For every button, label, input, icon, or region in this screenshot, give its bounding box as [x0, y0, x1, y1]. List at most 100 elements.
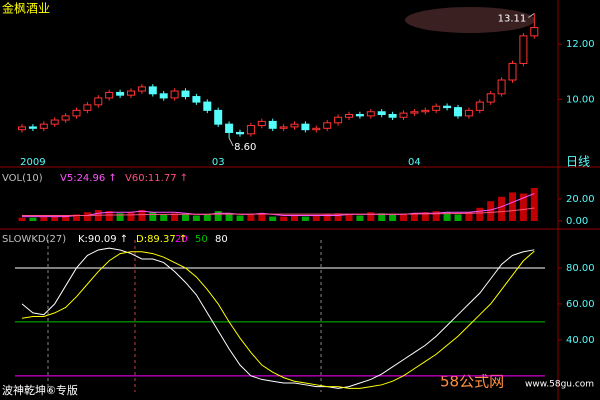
volume-bar	[345, 214, 353, 221]
candle-body	[497, 79, 506, 95]
series-line	[21, 250, 535, 389]
volume-bar	[421, 212, 429, 221]
legend-entry: V60:11.77 ↑	[125, 173, 188, 184]
candle-body	[443, 105, 452, 109]
volume-bar	[443, 212, 451, 221]
volume-bar	[432, 211, 440, 221]
volume-bar	[498, 196, 506, 221]
candle-body	[225, 123, 234, 133]
y-tick-label: 60.00	[566, 299, 595, 310]
period-label: 日线	[566, 155, 590, 169]
volume-bar	[247, 214, 255, 221]
volume-bar	[73, 214, 80, 221]
volume-bar	[530, 188, 538, 221]
candle-body	[334, 116, 343, 124]
volume-bar	[51, 216, 59, 221]
candle-body	[116, 91, 125, 96]
candle-body	[323, 122, 332, 129]
volume-bar	[62, 215, 70, 221]
volume-bar	[171, 213, 179, 221]
reference-label: 50	[195, 234, 208, 245]
volume-bar	[454, 214, 462, 221]
volume-bar	[312, 215, 320, 221]
volume-bar	[138, 210, 146, 221]
candle-body	[170, 90, 179, 99]
candle-body	[148, 86, 157, 95]
panel-title: VOL(10)	[2, 173, 43, 184]
watermark-logo	[405, 7, 535, 33]
candle-body	[105, 91, 114, 99]
candle-body	[94, 97, 103, 106]
reference-label: 20	[175, 234, 188, 245]
reference-label: 80	[215, 234, 228, 245]
candle-body	[301, 123, 310, 131]
annotation-leader	[528, 13, 535, 18]
candle-body	[486, 93, 495, 103]
candle-body	[268, 120, 277, 129]
y-tick-label: 80.00	[566, 263, 595, 274]
volume-bar	[291, 215, 298, 221]
candle-body	[50, 119, 59, 125]
candle-body	[345, 114, 353, 118]
legend-entry: K:90.09 ↑	[78, 234, 128, 245]
candle-body	[530, 27, 539, 37]
volume-bar	[258, 214, 266, 221]
volume-bar	[400, 214, 407, 221]
annotation: 8.60	[234, 142, 256, 153]
volume-bar	[378, 213, 386, 221]
candle-body	[192, 96, 201, 103]
volume-bar	[269, 216, 277, 221]
volume-bar	[410, 213, 418, 221]
volume-bar	[280, 216, 288, 221]
candle-body	[475, 101, 484, 111]
volume-bar	[182, 214, 189, 221]
volume-bar	[323, 214, 331, 221]
candle-body	[127, 90, 135, 96]
y-tick-label: 12.00	[566, 39, 595, 50]
volume-bar	[40, 216, 48, 221]
candle-body	[28, 126, 37, 129]
volume-bar	[127, 212, 135, 221]
volume-bar	[160, 214, 168, 221]
x-tick-label: 04	[408, 157, 421, 168]
volume-bar	[465, 212, 473, 221]
volume-bar	[509, 192, 516, 221]
volume-bar	[214, 211, 222, 221]
candle-body	[39, 123, 48, 129]
candle-body	[377, 111, 386, 115]
volume-bar	[105, 211, 113, 221]
candle-body	[214, 109, 223, 125]
candle-body	[83, 104, 92, 111]
volume-bar	[18, 217, 26, 221]
series-line	[22, 193, 535, 218]
series-line	[22, 207, 535, 216]
volume-bar	[367, 212, 375, 221]
y-tick-label: 10.00	[566, 94, 595, 105]
candle-body	[432, 105, 441, 111]
volume-bar	[356, 215, 364, 221]
volume-bar	[487, 201, 495, 221]
volume-bar	[301, 216, 309, 221]
candle-body	[137, 86, 146, 92]
series-line	[21, 247, 535, 389]
legend-entry: V5:24.96 ↑	[60, 173, 117, 184]
candle-body	[355, 114, 364, 117]
stock-name: 金枫酒业	[2, 1, 50, 16]
candle-body	[236, 131, 244, 135]
candle-body	[366, 111, 375, 117]
candle-body	[312, 127, 321, 131]
candle-body	[421, 109, 430, 113]
volume-bar	[29, 217, 37, 221]
candle-body	[279, 126, 288, 129]
candle-body	[159, 93, 168, 99]
candle-body	[72, 109, 81, 117]
candle-body	[519, 35, 528, 64]
volume-bar	[116, 213, 124, 221]
candle-body	[203, 101, 212, 111]
volume-bar	[192, 215, 200, 221]
volume-bar	[519, 193, 527, 221]
volume-bar	[225, 213, 233, 221]
volume-bar	[334, 213, 342, 221]
candle-body	[464, 109, 473, 117]
